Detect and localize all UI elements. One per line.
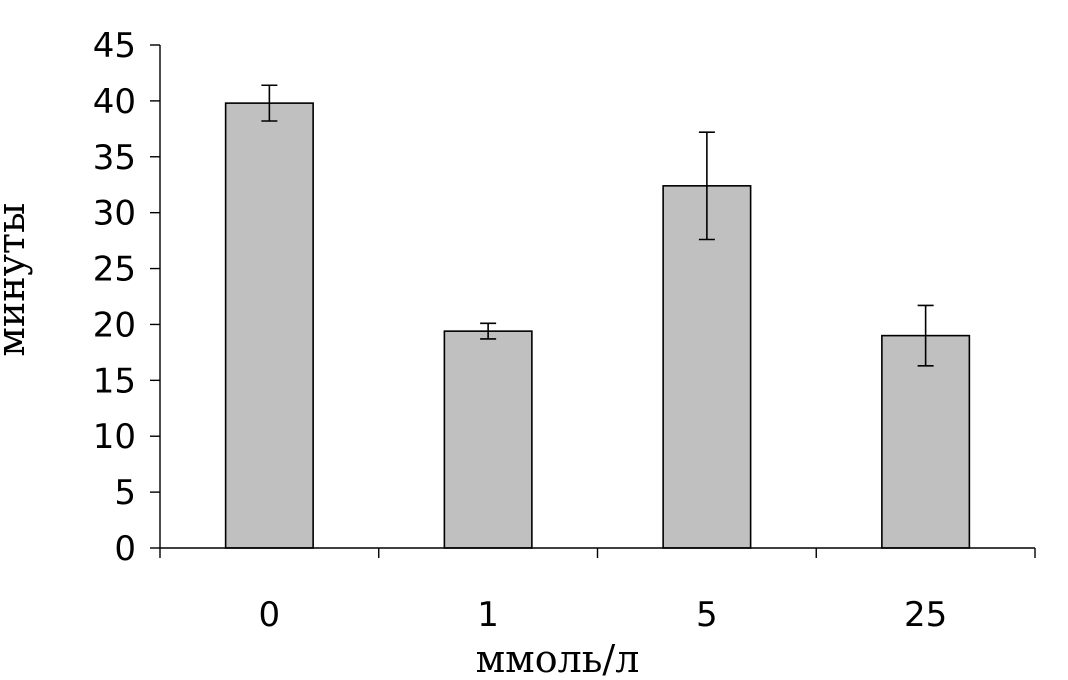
x-tick-label: 5 [696, 595, 718, 635]
y-tick-label: 15 [93, 361, 136, 401]
x-axis-title: ммоль/л [476, 637, 640, 680]
error-bar-0 [261, 84, 278, 122]
y-tick-label: 30 [93, 194, 136, 234]
bar-25 [881, 334, 971, 549]
y-tick-label: 5 [114, 473, 136, 513]
bar-0 [224, 102, 314, 549]
bar-5 [662, 185, 752, 549]
y-tick-label: 35 [93, 138, 136, 178]
y-tick-label: 40 [93, 82, 136, 122]
y-tick-label: 0 [114, 529, 136, 569]
y-tick-label: 20 [93, 305, 136, 345]
error-bar-25 [917, 304, 934, 367]
x-tick-label: 25 [904, 595, 947, 635]
y-tick-label: 25 [93, 250, 136, 290]
y-axis-title: минуты [0, 203, 33, 357]
x-tick-label: 0 [259, 595, 281, 635]
error-bar-1 [480, 322, 497, 340]
x-tick-label: 1 [477, 595, 499, 635]
error-bars [261, 84, 934, 367]
bar-1 [443, 330, 533, 549]
bars [224, 102, 971, 549]
y-tick-label: 10 [93, 417, 136, 457]
error-bar-5 [698, 131, 715, 241]
x-ticks: 0 1 5 25 [159, 548, 1036, 635]
y-ticks: 0 5 10 15 20 25 30 35 40 45 [93, 26, 160, 569]
y-tick-label: 45 [93, 26, 136, 66]
